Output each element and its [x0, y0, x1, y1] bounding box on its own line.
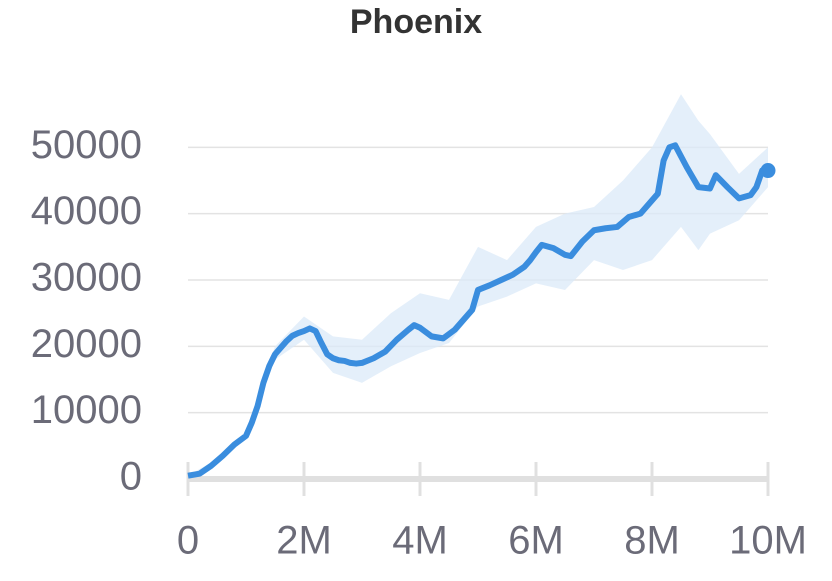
y-tick-label: 0	[120, 455, 142, 499]
y-tick-label: 10000	[31, 388, 142, 432]
y-tick-label: 30000	[31, 256, 142, 300]
line	[187, 142, 768, 479]
end-marker	[760, 163, 776, 179]
confidence-band	[188, 94, 768, 476]
x-tick-label: 8M	[624, 519, 680, 563]
x-tick-label: 0	[177, 519, 199, 563]
y-tick-label: 50000	[31, 123, 142, 167]
y-tick-label: 20000	[31, 322, 142, 366]
chart-title: Phoenix	[350, 3, 482, 41]
x-tick-label: 4M	[392, 519, 448, 563]
x-tick-label: 6M	[508, 519, 564, 563]
x-tick-label: 2M	[276, 519, 332, 563]
y-tick-label: 40000	[31, 189, 142, 233]
x-tick-label: 10M	[729, 519, 807, 563]
